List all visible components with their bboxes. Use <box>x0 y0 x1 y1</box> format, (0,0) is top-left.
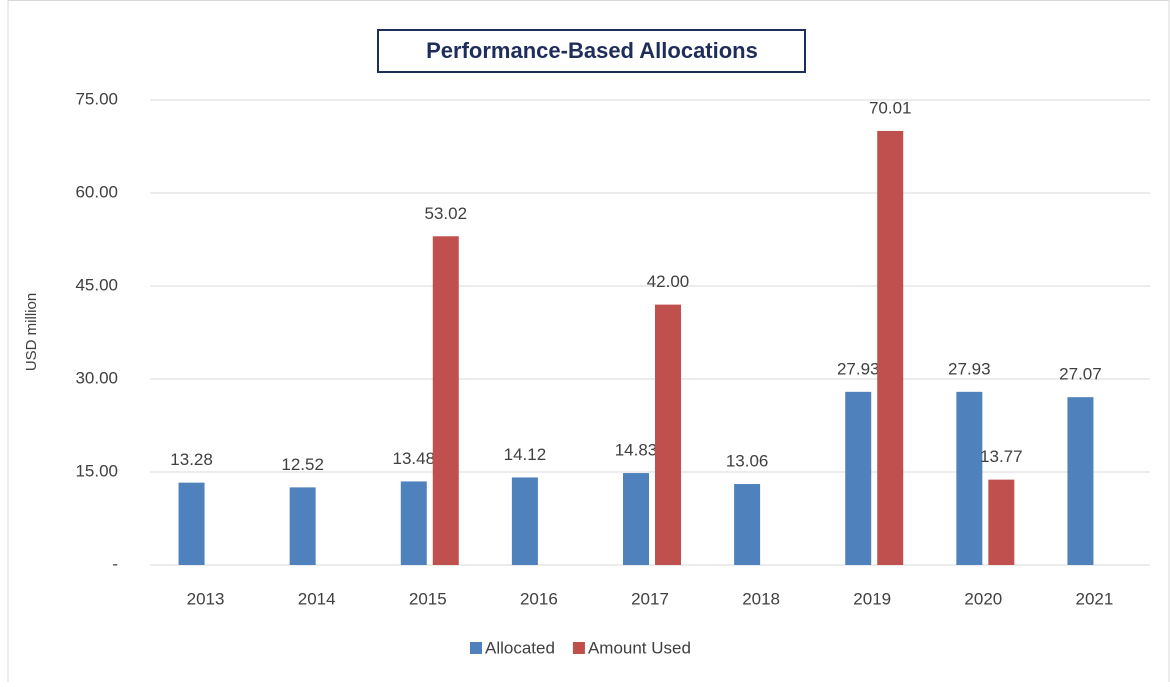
x-tick-label: 2021 <box>1076 589 1114 608</box>
data-label: 27.07 <box>1059 365 1102 384</box>
y-tick-label: 15.00 <box>75 461 118 480</box>
bar <box>655 304 681 565</box>
bar <box>877 130 904 566</box>
chart-border <box>7 0 1170 687</box>
data-label: 14.12 <box>504 445 547 464</box>
y-tick-label: 75.00 <box>75 89 118 108</box>
bar <box>1067 397 1094 565</box>
x-tick-label: 2018 <box>742 589 780 608</box>
data-label: 13.77 <box>980 447 1023 466</box>
chart-title: Performance-Based Allocations <box>426 38 758 63</box>
title-box <box>377 29 806 73</box>
x-tick-label: 2019 <box>853 589 891 608</box>
x-tick-label: 2016 <box>520 589 558 608</box>
bar <box>623 473 649 565</box>
bar <box>178 482 205 565</box>
data-label: 70.01 <box>869 98 912 117</box>
legend-label: Allocated <box>485 638 555 657</box>
bar <box>289 487 316 565</box>
bar <box>845 391 872 565</box>
data-label: 13.48 <box>393 449 436 468</box>
bar <box>734 484 761 565</box>
bar <box>956 391 983 565</box>
x-tick-label: 2017 <box>631 589 669 608</box>
data-label: 14.83 <box>615 441 658 460</box>
data-label: 13.06 <box>726 452 769 471</box>
legend-swatch <box>470 642 482 654</box>
x-tick-label: 2020 <box>964 589 1002 608</box>
x-tick-label: 2013 <box>187 589 225 608</box>
data-label: 53.02 <box>425 204 468 223</box>
data-label: 27.93 <box>837 359 880 378</box>
y-tick-label: - <box>112 554 118 573</box>
bar <box>400 481 427 565</box>
y-tick-label: 60.00 <box>75 182 118 201</box>
bar <box>988 479 1015 565</box>
x-tick-label: 2015 <box>409 589 447 608</box>
data-label: 13.28 <box>170 450 213 469</box>
x-tick-label: 2014 <box>298 589 336 608</box>
y-axis-label: USD million <box>23 293 40 371</box>
data-label: 27.93 <box>948 359 991 378</box>
bar <box>511 477 538 565</box>
data-label: 42.00 <box>647 272 690 291</box>
legend-swatch <box>572 642 585 654</box>
bar <box>432 236 459 565</box>
legend-label: Amount Used <box>588 638 691 657</box>
y-tick-label: 30.00 <box>75 368 118 387</box>
y-tick-label: 45.00 <box>75 275 118 294</box>
data-label: 12.52 <box>281 455 324 474</box>
